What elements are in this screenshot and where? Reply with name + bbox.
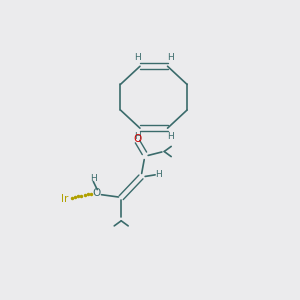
- Text: H: H: [134, 53, 140, 62]
- Text: O: O: [133, 134, 142, 144]
- Text: Ir: Ir: [61, 194, 68, 204]
- Text: H: H: [167, 133, 174, 142]
- Text: H: H: [134, 133, 140, 142]
- Text: H: H: [167, 53, 174, 62]
- Text: H: H: [90, 174, 97, 183]
- Text: O: O: [93, 188, 101, 198]
- Text: H: H: [155, 170, 162, 179]
